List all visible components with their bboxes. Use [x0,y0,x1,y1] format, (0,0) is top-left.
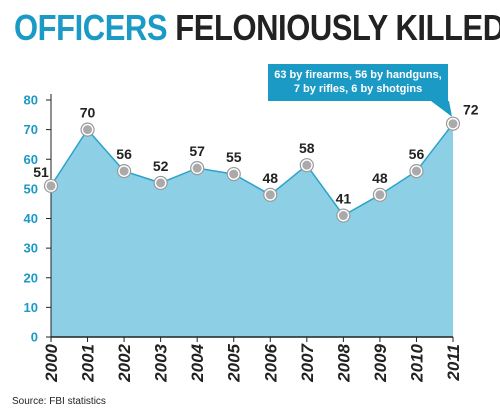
x-tick-label: 2000 [42,343,61,382]
y-tick-label: 30 [24,241,38,256]
x-tick-label: 2004 [188,343,207,382]
y-tick-label: 50 [24,181,38,196]
data-point-core [338,211,348,221]
x-tick-label: 2008 [334,343,353,382]
label-layer: 51 70 56 52 57 55 48 58 41 48 56 72 [33,102,479,207]
data-point-core [83,125,93,135]
x-tick-label: 2002 [115,343,134,382]
data-label: 51 [33,164,49,180]
data-label: 52 [153,158,169,174]
annotation-text: 7 by rifles, 6 by shotgins [294,83,422,95]
annotation-text: 63 by firearms, 56 by handguns, [274,69,442,81]
y-tick-label: 10 [24,300,38,315]
y-tick-label: 80 [24,93,38,108]
data-label: 56 [409,146,425,162]
data-label: 57 [189,143,205,159]
marker-layer [43,116,461,223]
area-fill [51,123,453,337]
annotation-box [268,64,452,117]
data-point-core [302,160,312,170]
x-tick-label: 2001 [79,344,98,383]
data-label: 58 [299,140,315,156]
y-tick-label: 0 [31,330,38,345]
y-tick-label: 40 [24,211,38,226]
x-tick-label: 2006 [261,343,280,382]
y-tick-label: 20 [24,270,38,285]
x-tick-label: 2009 [371,343,390,382]
data-label: 41 [336,191,352,207]
data-label: 48 [372,170,388,186]
callout-layer: 63 by firearms, 56 by handguns, 7 by rifl… [268,64,452,117]
data-point-core [229,169,239,179]
data-point-core [411,166,421,176]
x-tick-label: 2007 [298,342,317,382]
title-accent: OFFICERS [14,7,168,48]
x-tick-label: 2003 [152,343,171,382]
y-tick-label: 70 [24,122,38,137]
x-tick-label: 2010 [407,343,426,382]
area-layer [50,123,454,337]
title-rest: FELONIOUSLY KILLED [167,7,500,48]
data-point-core [156,178,166,188]
y-tick-label: 60 [24,152,38,167]
data-label: 55 [226,149,242,165]
data-point-core [265,190,275,200]
data-point-core [192,163,202,173]
data-label: 48 [262,170,278,186]
data-point-core [375,190,385,200]
data-label: 72 [463,102,479,118]
data-point-core [119,166,129,176]
data-point-core [448,119,458,129]
area-line [50,123,454,217]
axis-layer: 0 10 20 30 40 50 60 70 80 2000 2001 2002 2003 2004 200… [24,93,463,383]
x-tick-label: 2005 [225,343,244,382]
chart-title: OFFICERS FELONIOUSLY KILLED [14,6,500,50]
data-label: 56 [116,146,132,162]
data-point-core [46,181,56,191]
data-label: 70 [80,105,96,121]
source-note: Source: FBI statistics [12,396,106,407]
x-tick-label: 2011 [444,344,463,382]
